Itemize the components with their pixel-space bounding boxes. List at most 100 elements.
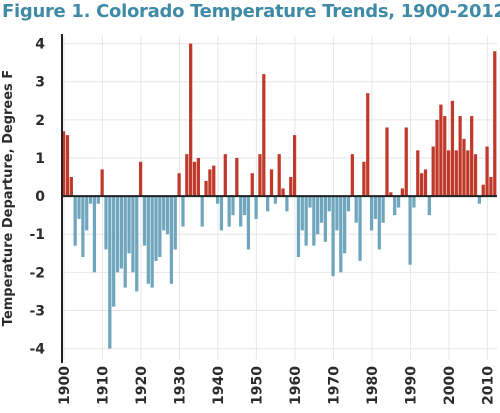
bar-1903	[73, 196, 77, 246]
bar-1986	[393, 196, 397, 216]
bar-1996	[431, 146, 435, 197]
y-tick-label: -4	[29, 342, 45, 358]
bar-1952	[262, 74, 266, 197]
bar-1933	[189, 43, 193, 197]
bar-1979	[366, 93, 370, 197]
x-tick-label: 1970	[326, 366, 342, 405]
bar-1981	[373, 196, 378, 219]
bar-1965	[312, 196, 316, 246]
bar-1942	[223, 154, 227, 197]
bar-1945	[235, 157, 239, 197]
bar-1974	[346, 196, 351, 212]
bar-1991	[412, 196, 416, 208]
bar-2011	[489, 177, 493, 197]
bar-1988	[400, 188, 405, 197]
bar-1930	[177, 173, 181, 197]
bar-1902	[69, 177, 73, 197]
bar-1982	[377, 196, 381, 250]
bar-1971	[335, 196, 339, 231]
bar-2001	[450, 100, 455, 197]
bar-2010	[485, 146, 489, 197]
bar-2008	[477, 196, 481, 204]
bar-2000	[446, 150, 451, 197]
bar-1926	[162, 196, 166, 231]
bar-1951	[258, 154, 262, 197]
bar-2009	[481, 184, 485, 197]
bar-1959	[289, 177, 293, 197]
bar-1908	[92, 196, 97, 273]
bar-1916	[123, 196, 127, 288]
bar-1954	[269, 169, 274, 197]
bar-1925	[158, 196, 162, 258]
bar-1992	[416, 150, 420, 197]
bar-1935	[196, 157, 200, 197]
bar-1990	[408, 196, 412, 265]
bar-1914	[115, 196, 120, 273]
bar-1964	[308, 196, 312, 208]
bar-1938	[208, 169, 212, 197]
bar-1940	[215, 196, 220, 204]
bar-1913	[112, 196, 116, 307]
bar-1918	[131, 196, 135, 273]
y-tick-label: -3	[29, 303, 45, 319]
bar-1944	[231, 196, 235, 216]
bar-1928	[169, 196, 174, 284]
bar-1900	[62, 131, 66, 197]
bar-1921	[142, 196, 147, 246]
x-tick-label: 2010	[480, 366, 496, 405]
bar-1912	[108, 196, 112, 349]
bar-1993	[420, 173, 424, 197]
bar-1980	[369, 196, 374, 231]
bar-1901	[65, 135, 70, 197]
bar-1927	[165, 196, 170, 235]
bar-2006	[470, 116, 474, 197]
bar-1949	[250, 173, 254, 197]
bar-1939	[212, 165, 216, 197]
bar-1923	[150, 196, 154, 288]
bar-1976	[354, 196, 358, 223]
x-tick-label: 1900	[57, 366, 73, 405]
y-tick-label: 1	[35, 151, 45, 167]
y-axis-label: Temperature Departure, Degrees F	[1, 70, 16, 326]
bar-2004	[462, 138, 466, 197]
bar-1978	[362, 161, 366, 197]
bar-1956	[277, 154, 281, 197]
bar-1987	[396, 196, 401, 208]
axes	[61, 34, 497, 363]
bar-1962	[300, 196, 304, 231]
bar-1985	[389, 192, 393, 197]
bar-1915	[119, 196, 123, 269]
bar-1997	[435, 119, 439, 197]
bar-1955	[273, 196, 277, 204]
bar-1909	[96, 196, 100, 204]
bar-1995	[427, 196, 431, 216]
bar-2007	[473, 154, 478, 197]
y-tick-label: 4	[35, 37, 45, 53]
bar-1994	[423, 169, 428, 197]
bar-1950	[254, 196, 258, 219]
bar-1943	[227, 196, 231, 227]
bar-1931	[181, 196, 185, 227]
bar-1932	[185, 154, 189, 197]
x-tick-label: 1940	[211, 366, 227, 405]
y-tick-label: 0	[35, 189, 45, 205]
x-tick-label: 1920	[134, 366, 150, 405]
bar-1968	[323, 196, 328, 242]
bar-1911	[104, 196, 108, 250]
bar-1906	[85, 196, 89, 231]
bar-1947	[242, 196, 247, 216]
bar-1946	[239, 196, 243, 227]
grid	[62, 36, 497, 360]
bar-1937	[204, 180, 208, 197]
x-tick-label: 1960	[288, 366, 304, 405]
bar-1910	[100, 169, 104, 197]
x-tick-label: 1980	[365, 366, 381, 405]
y-tick-label: -2	[29, 265, 45, 281]
bar-1919	[135, 196, 139, 292]
bar-1963	[304, 196, 308, 246]
bar-1904	[77, 196, 81, 219]
x-tick-label: 1950	[249, 366, 265, 405]
bar-1917	[127, 196, 131, 254]
x-tick-label: 1930	[172, 366, 188, 405]
bar-1929	[173, 196, 177, 250]
